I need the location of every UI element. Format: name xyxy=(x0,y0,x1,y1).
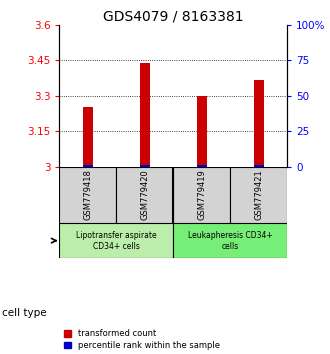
Bar xyxy=(83,165,93,167)
Bar xyxy=(230,167,287,223)
Bar xyxy=(173,223,287,258)
Text: GSM779418: GSM779418 xyxy=(83,170,92,221)
Bar xyxy=(116,167,173,223)
Text: GSM779419: GSM779419 xyxy=(197,170,206,220)
Bar xyxy=(197,165,207,167)
Text: Leukapheresis CD34+
cells: Leukapheresis CD34+ cells xyxy=(188,230,273,251)
Bar xyxy=(197,96,207,167)
Text: GSM779420: GSM779420 xyxy=(140,170,149,220)
Bar xyxy=(83,107,93,167)
Bar xyxy=(140,63,150,167)
Bar xyxy=(253,80,264,167)
Bar xyxy=(140,165,150,167)
Bar xyxy=(173,167,230,223)
Bar xyxy=(253,165,264,167)
Title: GDS4079 / 8163381: GDS4079 / 8163381 xyxy=(103,10,244,24)
Text: GSM779421: GSM779421 xyxy=(254,170,263,220)
Bar xyxy=(59,167,116,223)
Bar xyxy=(59,223,173,258)
Text: Lipotransfer aspirate
CD34+ cells: Lipotransfer aspirate CD34+ cells xyxy=(76,230,157,251)
Text: cell type: cell type xyxy=(2,308,46,318)
Legend: transformed count, percentile rank within the sample: transformed count, percentile rank withi… xyxy=(64,329,220,350)
